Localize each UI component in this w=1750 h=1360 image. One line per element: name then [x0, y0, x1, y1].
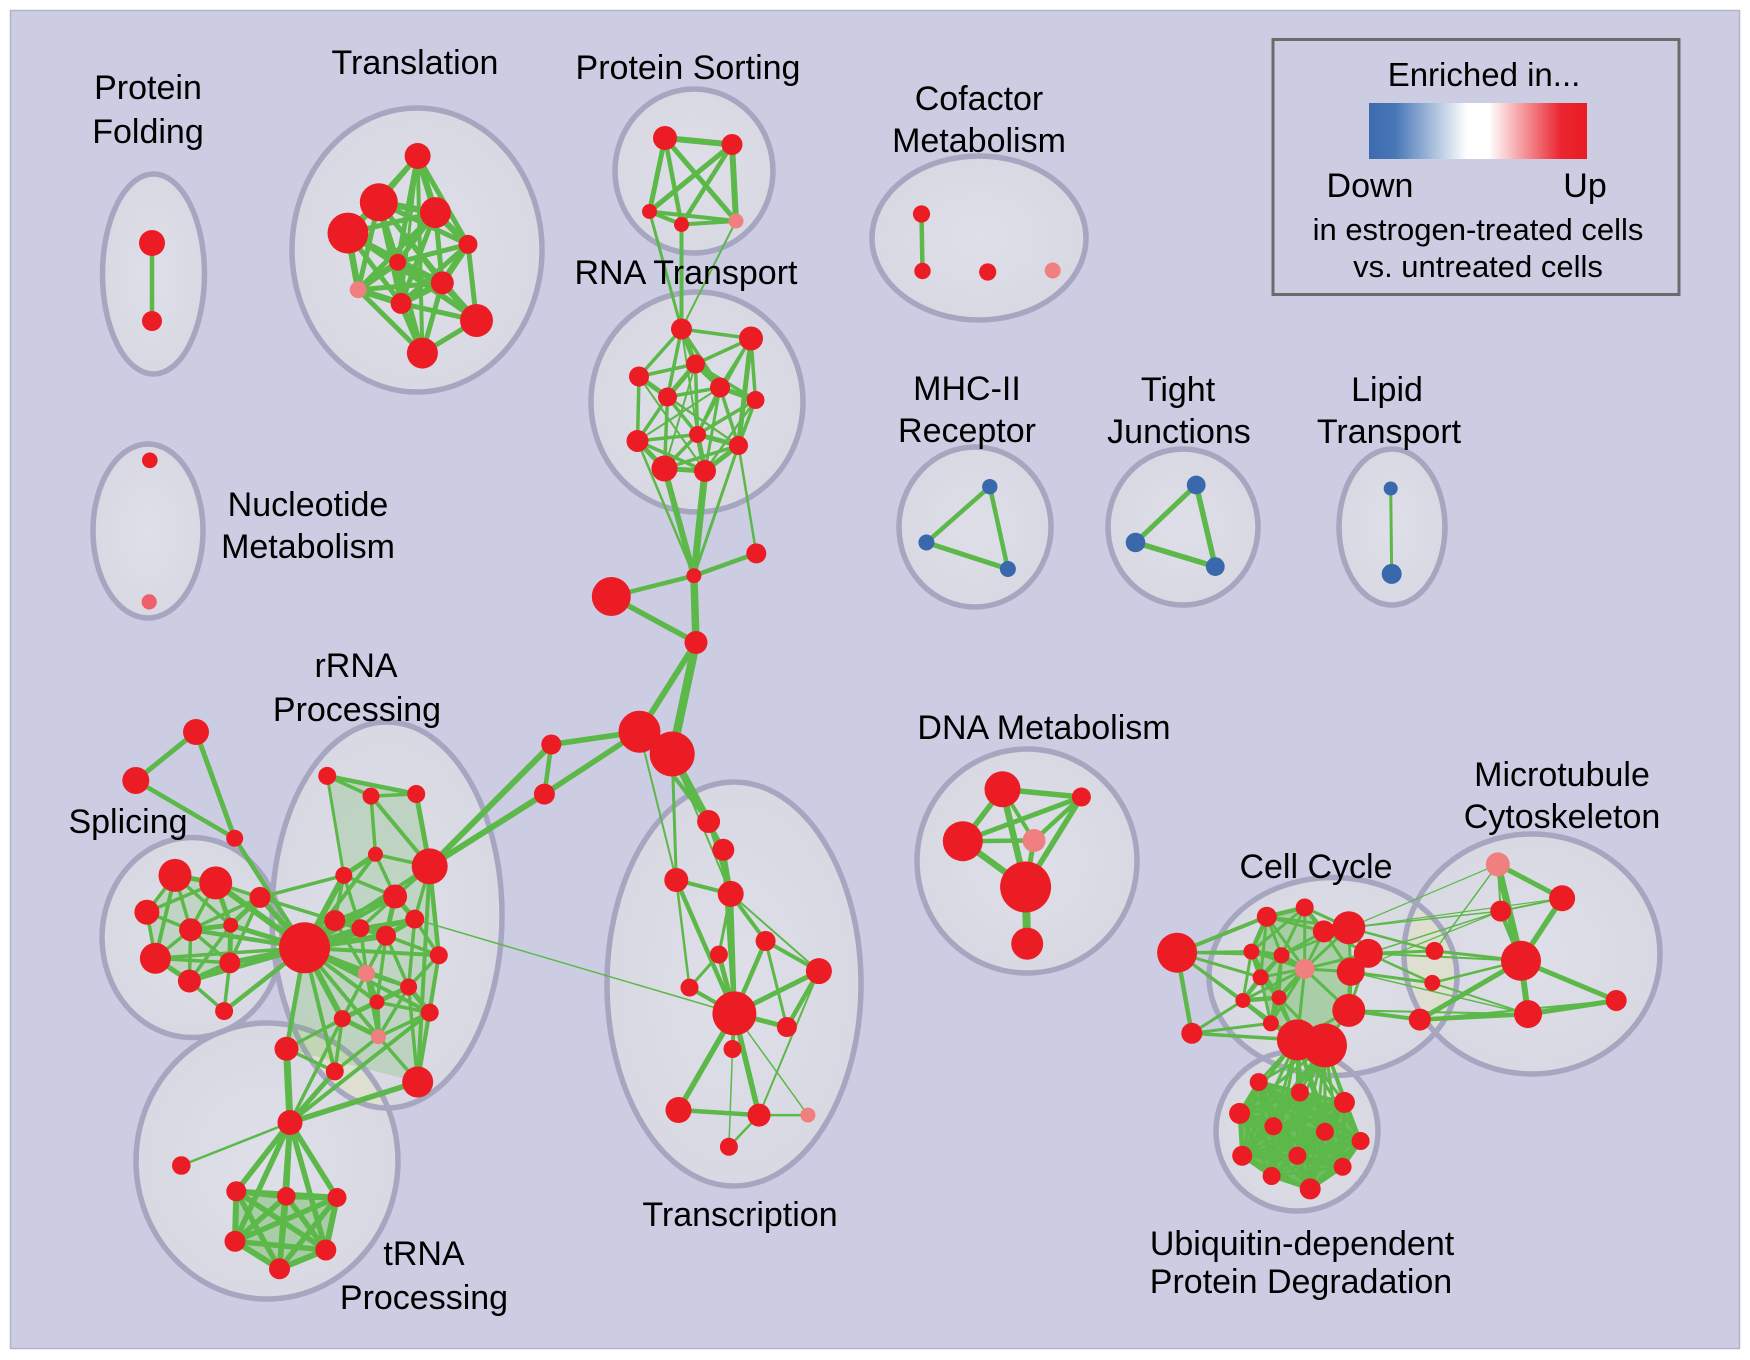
svg-text:Down: Down	[1327, 167, 1414, 205]
svg-text:Enriched in...: Enriched in...	[1388, 56, 1581, 93]
svg-text:DNA Metabolism: DNA Metabolism	[917, 709, 1170, 747]
svg-text:Junctions: Junctions	[1107, 413, 1251, 451]
svg-text:Lipid: Lipid	[1351, 371, 1423, 409]
svg-text:Ubiquitin-dependent: Ubiquitin-dependent	[1150, 1225, 1455, 1263]
svg-text:Folding: Folding	[92, 113, 204, 151]
svg-text:Protein Degradation: Protein Degradation	[1150, 1263, 1452, 1301]
svg-text:Protein: Protein	[94, 69, 202, 107]
svg-text:Transcription: Transcription	[642, 1196, 837, 1234]
svg-text:RNA Transport: RNA Transport	[575, 254, 799, 292]
svg-text:Translation: Translation	[332, 44, 499, 82]
svg-text:Processing: Processing	[273, 691, 441, 729]
svg-text:Cofactor: Cofactor	[915, 80, 1044, 118]
svg-text:Metabolism: Metabolism	[221, 528, 395, 566]
svg-text:Protein Sorting: Protein Sorting	[576, 49, 801, 87]
svg-text:rRNA: rRNA	[314, 647, 397, 685]
svg-text:Tight: Tight	[1141, 371, 1216, 409]
svg-text:Receptor: Receptor	[898, 412, 1036, 450]
svg-text:Microtubule: Microtubule	[1474, 756, 1650, 794]
svg-text:Up: Up	[1563, 167, 1606, 205]
svg-text:MHC-II: MHC-II	[913, 370, 1021, 408]
svg-text:Metabolism: Metabolism	[892, 122, 1066, 160]
svg-text:vs. untreated cells: vs. untreated cells	[1353, 249, 1603, 284]
svg-text:Splicing: Splicing	[68, 803, 187, 841]
svg-text:Cytoskeleton: Cytoskeleton	[1464, 798, 1661, 836]
svg-text:Cell Cycle: Cell Cycle	[1239, 848, 1392, 886]
svg-text:tRNA: tRNA	[383, 1235, 465, 1273]
svg-text:Nucleotide: Nucleotide	[228, 486, 389, 524]
svg-text:Processing: Processing	[340, 1279, 508, 1317]
svg-text:in estrogen-treated cells: in estrogen-treated cells	[1313, 212, 1644, 247]
svg-text:Transport: Transport	[1317, 413, 1462, 451]
